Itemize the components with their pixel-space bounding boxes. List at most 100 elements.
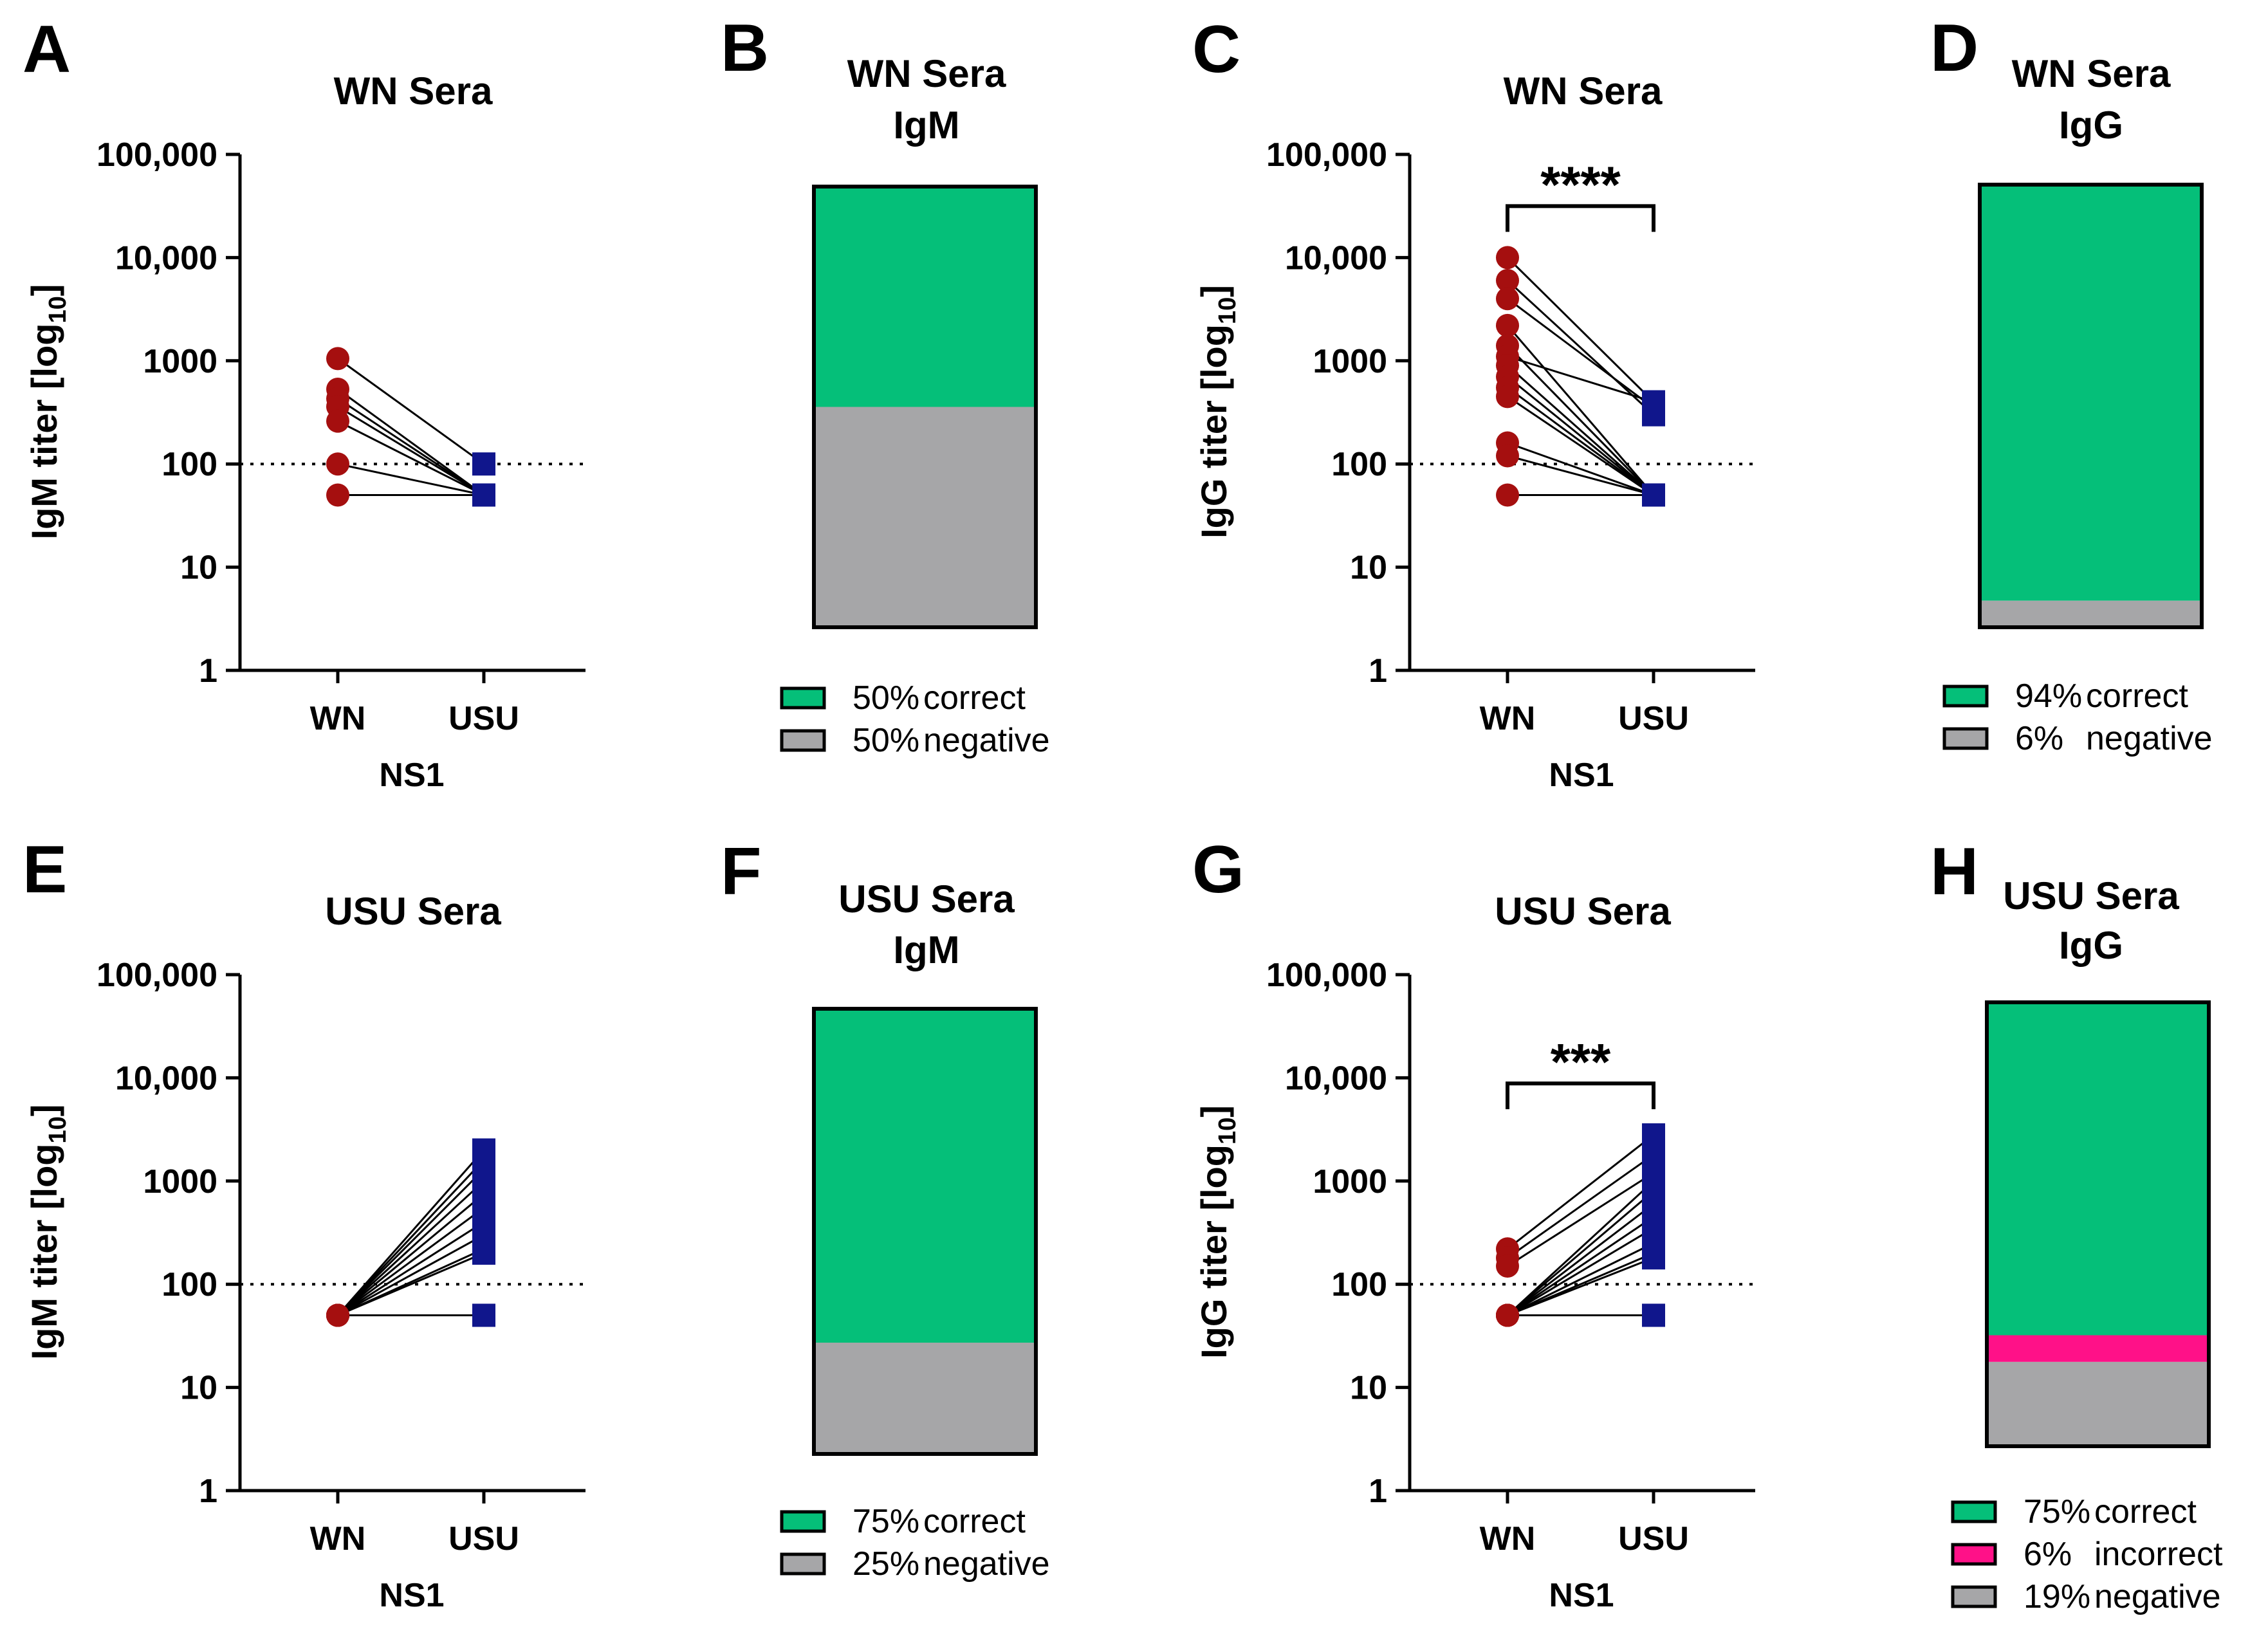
wn-point — [1496, 1303, 1519, 1327]
significance-label: *** — [1551, 1033, 1611, 1090]
pair-line — [337, 1234, 484, 1316]
y-tick-label: 10,000 — [115, 1060, 217, 1097]
legend-swatch-correct — [1951, 1500, 1997, 1523]
legend-percent: 6% — [2024, 1536, 2072, 1573]
panel-label: H — [1930, 834, 1978, 909]
usu-point — [1642, 1246, 1665, 1270]
y-tick-label: 100 — [1331, 446, 1387, 483]
pair-line — [1507, 396, 1654, 496]
bar-outline — [1978, 183, 2204, 629]
legend-swatch-incorrect — [1951, 1543, 1997, 1566]
significance-bracket — [1506, 1081, 1655, 1110]
panel-label: D — [1930, 11, 1978, 86]
wn-point — [1496, 385, 1519, 409]
usu-point — [472, 483, 495, 507]
legend-percent: 94% — [2015, 677, 2082, 715]
pair-line — [1506, 345, 1655, 496]
legend-swatch-negative — [780, 729, 826, 752]
pair-line — [1506, 257, 1655, 403]
wn-point — [326, 452, 349, 476]
legend-swatch-negative — [1942, 727, 1989, 750]
wn-point — [1496, 287, 1519, 311]
pair-line — [1507, 455, 1654, 496]
legend-text: negative — [923, 722, 1050, 759]
y-tick-label: 10 — [180, 549, 217, 587]
legend-text: correct — [923, 679, 1026, 717]
bar-segment-correct — [1987, 1002, 2209, 1336]
bar-segment-negative — [814, 407, 1036, 627]
y-tick-label: 1 — [1369, 1473, 1387, 1510]
chart-panel-E: E USU Sera IgM titer [log10] 1 10 100 1000 10,0… — [23, 832, 585, 1614]
wn-point — [1496, 1254, 1519, 1278]
wn-point — [1496, 268, 1519, 292]
pair-line — [1507, 298, 1654, 409]
y-tick-label: 100,000 — [97, 136, 217, 174]
usu-point — [472, 452, 495, 476]
y-tick-label: 1000 — [143, 1163, 217, 1200]
pair-line — [337, 405, 484, 496]
legend-text: incorrect — [2094, 1536, 2223, 1573]
y-tick-label: 10,000 — [115, 239, 217, 277]
x-tick-label: WN — [310, 700, 366, 737]
chart-panel-C: C WN Sera IgG titer [log10] 1 10 100 1000 10,00… — [1192, 12, 1755, 794]
y-tick-label: 100,000 — [1266, 957, 1387, 994]
panel-label: G — [1192, 832, 1244, 907]
bar-segment-correct — [814, 1009, 1036, 1343]
y-tick-label: 1 — [199, 1473, 217, 1510]
pair-line — [337, 1159, 485, 1316]
y-tick-label: 1000 — [1313, 343, 1387, 380]
pair-line — [1507, 1190, 1654, 1316]
bar-segment-negative — [814, 1343, 1036, 1454]
pair-line — [1507, 442, 1654, 496]
y-tick-label: 10,000 — [1285, 239, 1387, 277]
pair-line — [1506, 279, 1655, 416]
usu-point — [1642, 390, 1665, 414]
y-tick-label: 1000 — [1313, 1163, 1387, 1200]
pair-line — [337, 358, 484, 465]
y-tick-label: 10 — [1350, 1370, 1387, 1407]
legend-text: correct — [2094, 1493, 2197, 1530]
pair-line — [337, 1252, 484, 1316]
pair-line — [1507, 1216, 1654, 1316]
wn-point — [1496, 313, 1519, 337]
usu-point — [1642, 1303, 1665, 1327]
pair-line — [1507, 1227, 1654, 1316]
wn-point — [1496, 444, 1519, 468]
legend-text: correct — [2086, 677, 2188, 715]
y-axis-label: IgG titer [log10] — [1194, 1105, 1241, 1359]
legend-text: negative — [2094, 1578, 2221, 1615]
y-tick-label: 1 — [199, 652, 217, 690]
legend-swatch-correct — [780, 686, 826, 710]
pair-line — [337, 420, 484, 496]
x-tick-label: USU — [1618, 1520, 1689, 1558]
pair-line — [1507, 1256, 1654, 1316]
panel-subtitle: IgM — [893, 928, 959, 971]
y-tick-label: 10,000 — [1285, 1060, 1387, 1097]
pair-line — [1507, 1203, 1654, 1316]
wn-point — [1496, 483, 1519, 507]
panel-title: WN Sera — [1504, 69, 1663, 113]
legend-percent: 50% — [853, 722, 919, 759]
legend-swatch-correct — [1942, 685, 1989, 708]
significance-bracket — [1506, 204, 1655, 232]
x-axis-label: NS1 — [1549, 757, 1614, 794]
pair-line — [337, 1149, 485, 1316]
bar-outline — [812, 1007, 1038, 1456]
wn-point — [326, 483, 349, 507]
panel-title: WN Sera — [2012, 52, 2171, 95]
pair-line — [337, 1180, 485, 1316]
pair-line — [1507, 387, 1654, 496]
usu-point — [472, 1303, 495, 1327]
legend-percent: 75% — [853, 1503, 919, 1540]
chart-panel-A: A WN Sera IgM titer [log10] 1 10 100 1000 10,00… — [23, 12, 585, 794]
panel-label: F — [721, 834, 762, 909]
pair-line — [1507, 1154, 1654, 1259]
bar-segment-incorrect — [1987, 1335, 2209, 1362]
y-tick-label: 100,000 — [97, 957, 217, 994]
pair-line — [1507, 355, 1654, 403]
panel-title: USU Sera — [325, 890, 501, 933]
panel-label: C — [1192, 12, 1240, 87]
x-tick-label: USU — [1618, 700, 1689, 737]
panel-title: USU Sera — [1495, 890, 1671, 933]
chart-panel-D: D WN Sera IgG 94% correct 6% negative — [1930, 11, 2213, 757]
